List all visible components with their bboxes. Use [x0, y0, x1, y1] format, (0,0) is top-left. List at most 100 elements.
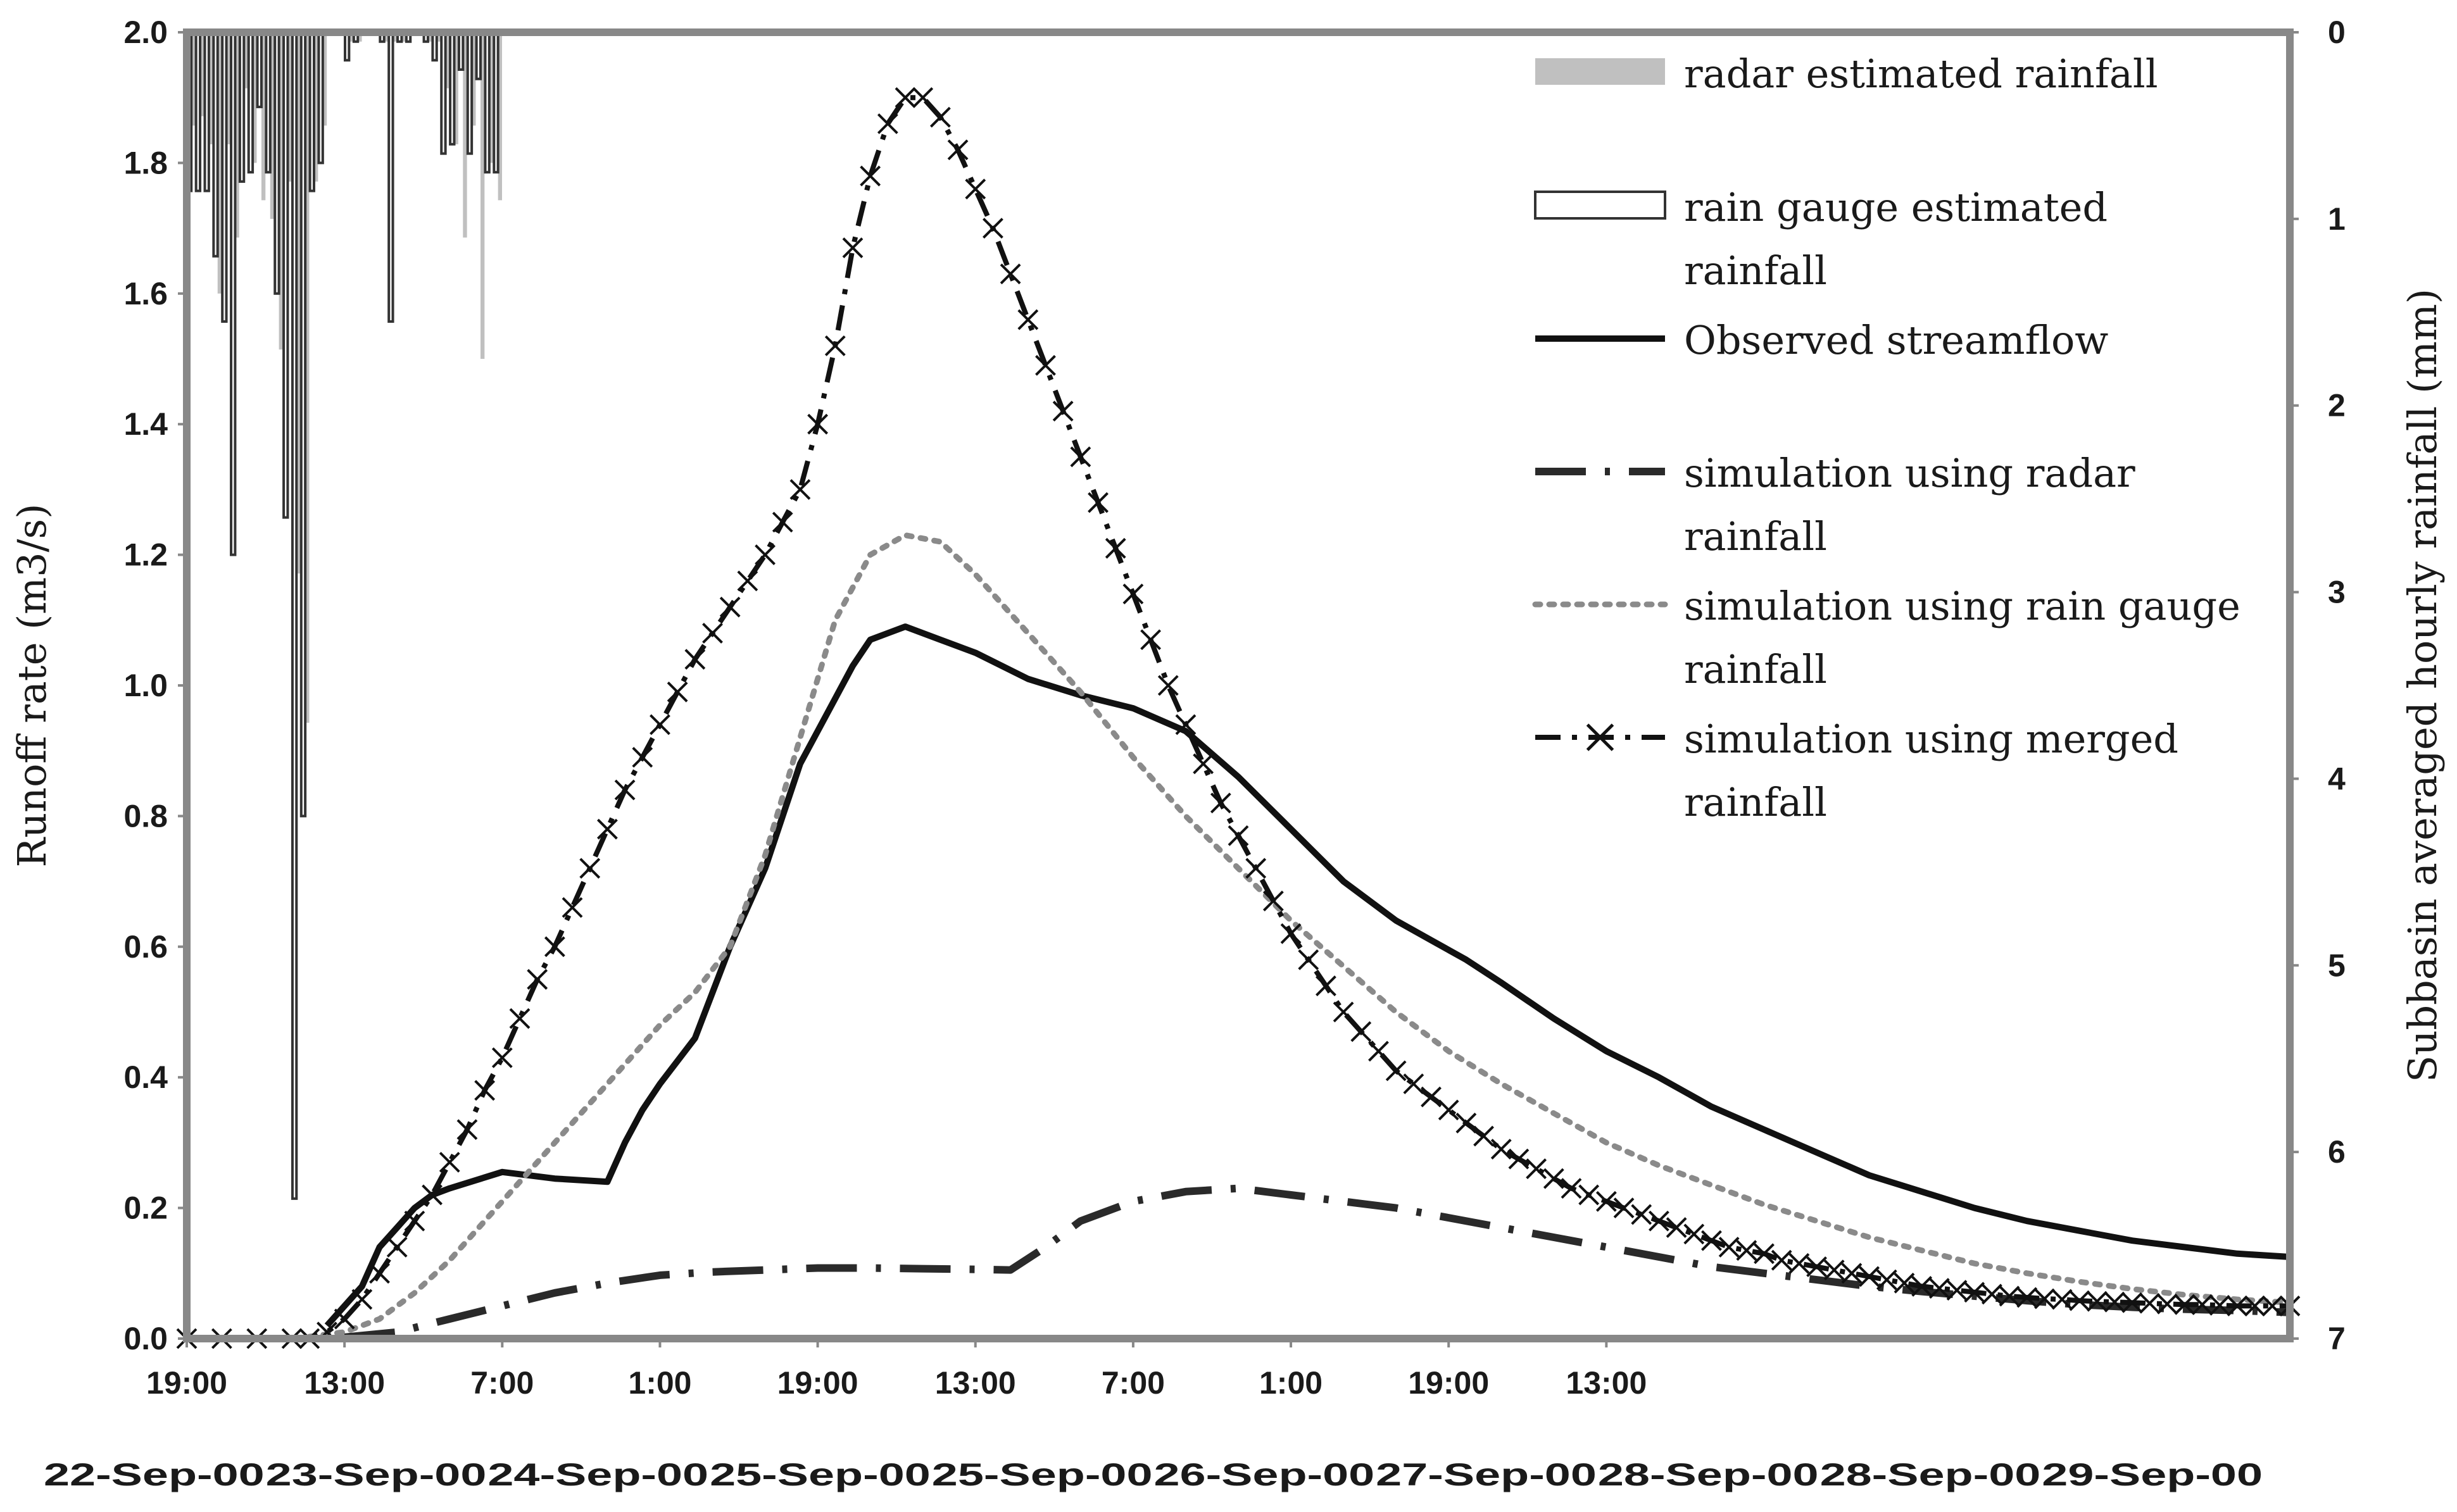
merged-marker: [807, 413, 829, 435]
x-tick-date-label: 26-Sep-00: [1154, 1457, 1375, 1492]
merged-marker: [562, 897, 583, 918]
merged-marker: [1262, 890, 1284, 911]
merged-marker: [824, 335, 846, 356]
merged-marker: [1421, 1086, 1442, 1108]
merged-marker: [1052, 401, 1074, 422]
merged-marker: [1000, 263, 1021, 285]
merged-marker: [527, 968, 548, 990]
gauge-rainfall-bar: [299, 31, 307, 818]
merged-marker: [1701, 1230, 1722, 1251]
radar-rainfall-bar: [436, 32, 441, 42]
merged-marker: [1648, 1210, 1669, 1232]
merged-marker: [1035, 354, 1056, 376]
merged-marker: [2121, 1292, 2143, 1313]
x-tick-time-label: 13:00: [304, 1365, 385, 1401]
merged-marker: [1175, 714, 1197, 735]
radar-rainfall-bar: [253, 32, 257, 163]
merged-marker: [422, 1184, 443, 1206]
x-tick-date-label: 29-Sep-00: [2042, 1457, 2263, 1492]
merged-marker: [456, 1119, 478, 1140]
merged-marker: [965, 178, 986, 200]
radar-rainfall-bar: [322, 32, 327, 126]
merged-marker: [2034, 1288, 2055, 1309]
radar-rainfall-bar: [261, 32, 266, 201]
x-tick-time-label: 19:00: [1408, 1365, 1489, 1401]
x-tick-date-label: 25-Sep-00: [932, 1457, 1153, 1492]
x-tick-time-label: 1:00: [1259, 1365, 1323, 1401]
gauge-rainfall-bar: [387, 31, 394, 323]
radar-rainfall-bar: [191, 32, 196, 126]
legend-label-sim_gauge: simulation using rain gauge: [1684, 583, 2240, 629]
merged-marker: [702, 623, 723, 644]
merged-marker: [1894, 1272, 1915, 1294]
radar-rainfall-bar: [305, 32, 310, 723]
merged-marker: [2227, 1295, 2248, 1316]
merged-marker: [1806, 1256, 1827, 1277]
radar-rainfall-bar: [217, 32, 222, 294]
merged-marker: [1017, 309, 1039, 330]
radar-rainfall-bar: [226, 32, 230, 144]
y-axis-title: Runoff rate (m3/s): [9, 504, 55, 868]
merged-marker: [334, 1308, 355, 1330]
y-tick-label: 0.4: [123, 1059, 168, 1095]
merged-marker: [2051, 1289, 2073, 1310]
y-tick-label: 1.8: [123, 145, 168, 180]
sim-merged-line: [187, 95, 2290, 1341]
merged-marker: [614, 779, 636, 801]
gauge-rainfall-bar: [265, 31, 272, 174]
gauge-rainfall-bar: [475, 31, 482, 80]
gauge-rainfall-bar: [457, 31, 465, 71]
radar-rainfall-bar: [445, 32, 449, 89]
merged-marker: [351, 1289, 373, 1310]
y-tick-label: 1.6: [123, 276, 168, 311]
legend-label-sim_gauge: rainfall: [1684, 646, 1827, 692]
merged-marker: [596, 818, 618, 840]
y2-tick-label: 5: [2328, 947, 2346, 983]
gauge-rainfall-bar: [343, 31, 351, 62]
merged-marker: [474, 1080, 496, 1101]
legend-swatch-radar: [1535, 58, 1665, 85]
radar-rainfall-bar: [463, 32, 467, 238]
y2-tick-label: 6: [2328, 1134, 2346, 1170]
y2-tick-label: 2: [2328, 388, 2346, 423]
gauge-rainfall-bar: [440, 31, 447, 155]
merged-marker: [1316, 975, 1336, 997]
merged-marker: [1578, 1184, 1600, 1206]
radar-rainfall-bar: [296, 32, 301, 574]
gauge-rainfall-bar: [282, 31, 289, 519]
gauge-rainfall-bar: [230, 31, 237, 556]
x-tick-date-label: 25-Sep-00: [710, 1457, 931, 1492]
radar-rainfall-bar: [384, 32, 389, 42]
merged-marker: [1928, 1278, 1950, 1299]
legend-label-sim_merged: rainfall: [1684, 779, 1827, 825]
x-tick-date-label: 24-Sep-00: [487, 1457, 708, 1492]
merged-marker: [737, 570, 758, 592]
merged-marker: [667, 681, 688, 703]
radar-rainfall-bar: [313, 32, 318, 182]
y2-tick-label: 0: [2328, 15, 2346, 50]
x-tick-time-label: 13:00: [1566, 1365, 1647, 1401]
merged-marker: [1788, 1253, 1810, 1274]
merged-marker: [947, 139, 969, 161]
x-tick-time-label: 7:00: [470, 1365, 534, 1401]
x-tick-date-label: 23-Sep-00: [266, 1457, 487, 1492]
y-tick-label: 2.0: [123, 15, 168, 50]
legend-label-gauge: rainfall: [1684, 247, 1827, 294]
merged-marker: [1473, 1125, 1494, 1147]
radar-rainfall-bar: [401, 32, 406, 42]
merged-marker: [983, 218, 1003, 239]
merged-marker: [929, 106, 951, 128]
x-tick-time-label: 19:00: [777, 1365, 858, 1401]
radar-rainfall-bar: [244, 32, 248, 89]
x-tick-time-label: 1:00: [628, 1365, 691, 1401]
legend: radar estimated rainfall rain gauge estim…: [1532, 51, 2240, 825]
radar-rainfall-bar: [472, 32, 476, 126]
merged-marker: [650, 714, 670, 735]
merged-marker: [1490, 1139, 1512, 1160]
merged-marker: [1228, 825, 1249, 846]
merged-marker: [912, 87, 934, 108]
merged-marker: [1964, 1282, 1985, 1303]
radar-rainfall-bar: [454, 32, 458, 144]
merged-marker: [772, 511, 793, 533]
merged-marker: [1666, 1217, 1687, 1238]
